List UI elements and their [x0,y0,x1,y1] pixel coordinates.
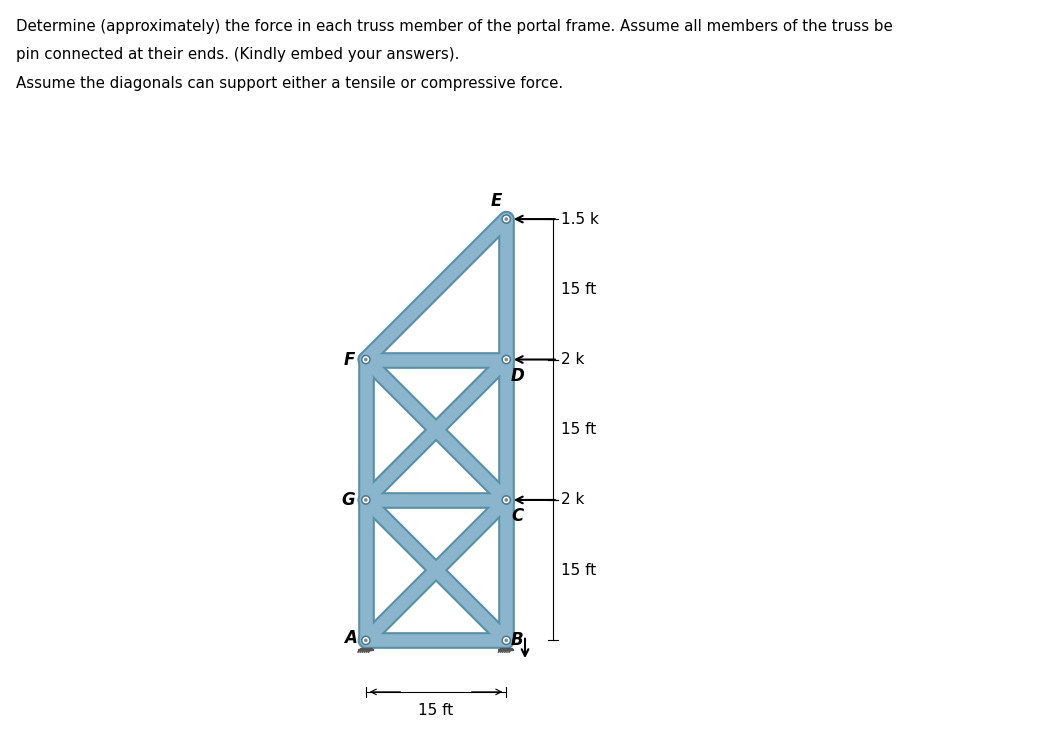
Circle shape [364,359,366,361]
Bar [501,648,512,649]
Circle shape [502,496,510,504]
Text: 15 ft: 15 ft [419,703,454,718]
Circle shape [502,355,510,364]
Text: 1.5 k: 1.5 k [561,211,598,227]
Text: 2 k: 2 k [561,352,584,367]
Circle shape [364,499,366,501]
Text: A: A [343,628,356,646]
Circle shape [504,638,509,643]
Circle shape [505,359,507,361]
Text: Determine (approximately) the force in each truss member of the portal frame. As: Determine (approximately) the force in e… [16,19,892,34]
Circle shape [363,357,369,363]
Bar [360,648,372,649]
Text: C: C [511,508,523,526]
Text: 15 ft: 15 ft [561,422,595,437]
Text: E: E [491,192,503,210]
Circle shape [363,638,369,643]
Circle shape [504,216,509,222]
Circle shape [502,636,510,645]
Circle shape [361,355,370,364]
Circle shape [502,215,510,223]
Circle shape [361,636,370,645]
Circle shape [364,640,366,641]
Text: F: F [343,351,355,369]
Text: D: D [511,367,525,385]
Text: 15 ft: 15 ft [561,282,595,297]
Circle shape [504,497,509,503]
Text: Assume the diagonals can support either a tensile or compressive force.: Assume the diagonals can support either … [16,76,563,91]
Text: pin connected at their ends. (Kindly embed your answers).: pin connected at their ends. (Kindly emb… [16,47,459,62]
Circle shape [361,496,370,504]
Text: 15 ft: 15 ft [561,562,595,577]
Circle shape [505,218,507,220]
Circle shape [504,357,509,363]
Circle shape [363,497,369,503]
Circle shape [505,640,507,641]
Text: G: G [341,491,355,509]
Circle shape [505,499,507,501]
Text: 2 k: 2 k [561,492,584,508]
Text: B: B [511,631,524,649]
